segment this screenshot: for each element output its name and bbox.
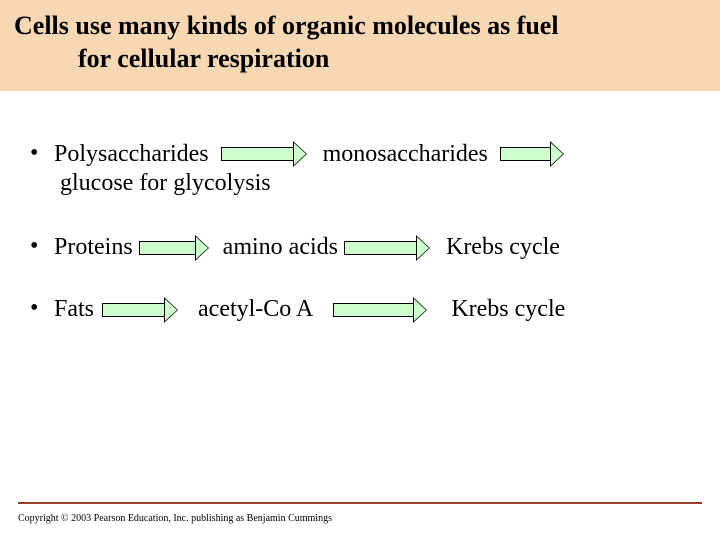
bullet-marker: • <box>30 140 48 167</box>
row2-seg2: amino acids <box>223 234 338 260</box>
row3-seg2: acetyl-Co A <box>198 296 313 322</box>
footer-rule <box>18 502 702 504</box>
bullet-row-proteins: • Proteins amino acids Krebs cycle <box>30 233 690 261</box>
arrow-icon <box>139 239 209 257</box>
title-line-1: Cells use many kinds of organic molecule… <box>14 10 706 43</box>
row2-seg3: Krebs cycle <box>446 234 560 260</box>
bullet-row-polysaccharides: • Polysaccharides monosaccharides glucos… <box>30 140 690 199</box>
arrow-icon <box>344 239 430 257</box>
slide-title: Cells use many kinds of organic molecule… <box>14 10 706 75</box>
row1-seg1: Polysaccharides <box>54 141 209 167</box>
bullet-marker: • <box>30 233 48 260</box>
row3-seg1: Fats <box>54 296 94 322</box>
row3-seg3: Krebs cycle <box>451 296 565 322</box>
content-area: • Polysaccharides monosaccharides glucos… <box>0 140 720 357</box>
arrow-icon <box>102 301 178 319</box>
copyright-text: Copyright © 2003 Pearson Education, Inc.… <box>18 513 332 524</box>
bullet-row-fats: • Fats acetyl-Co A Krebs cycle <box>30 295 690 323</box>
bullet-marker: • <box>30 295 48 322</box>
row2-seg1: Proteins <box>54 234 133 260</box>
arrow-icon <box>221 145 307 163</box>
arrow-icon <box>500 145 564 163</box>
title-band: Cells use many kinds of organic molecule… <box>0 0 720 91</box>
row1-wrap: glucose for glycolysis <box>30 168 690 199</box>
arrow-icon <box>333 301 427 319</box>
title-line-2: for cellular respiration <box>14 43 706 76</box>
row1-seg2: monosaccharides <box>323 141 488 167</box>
